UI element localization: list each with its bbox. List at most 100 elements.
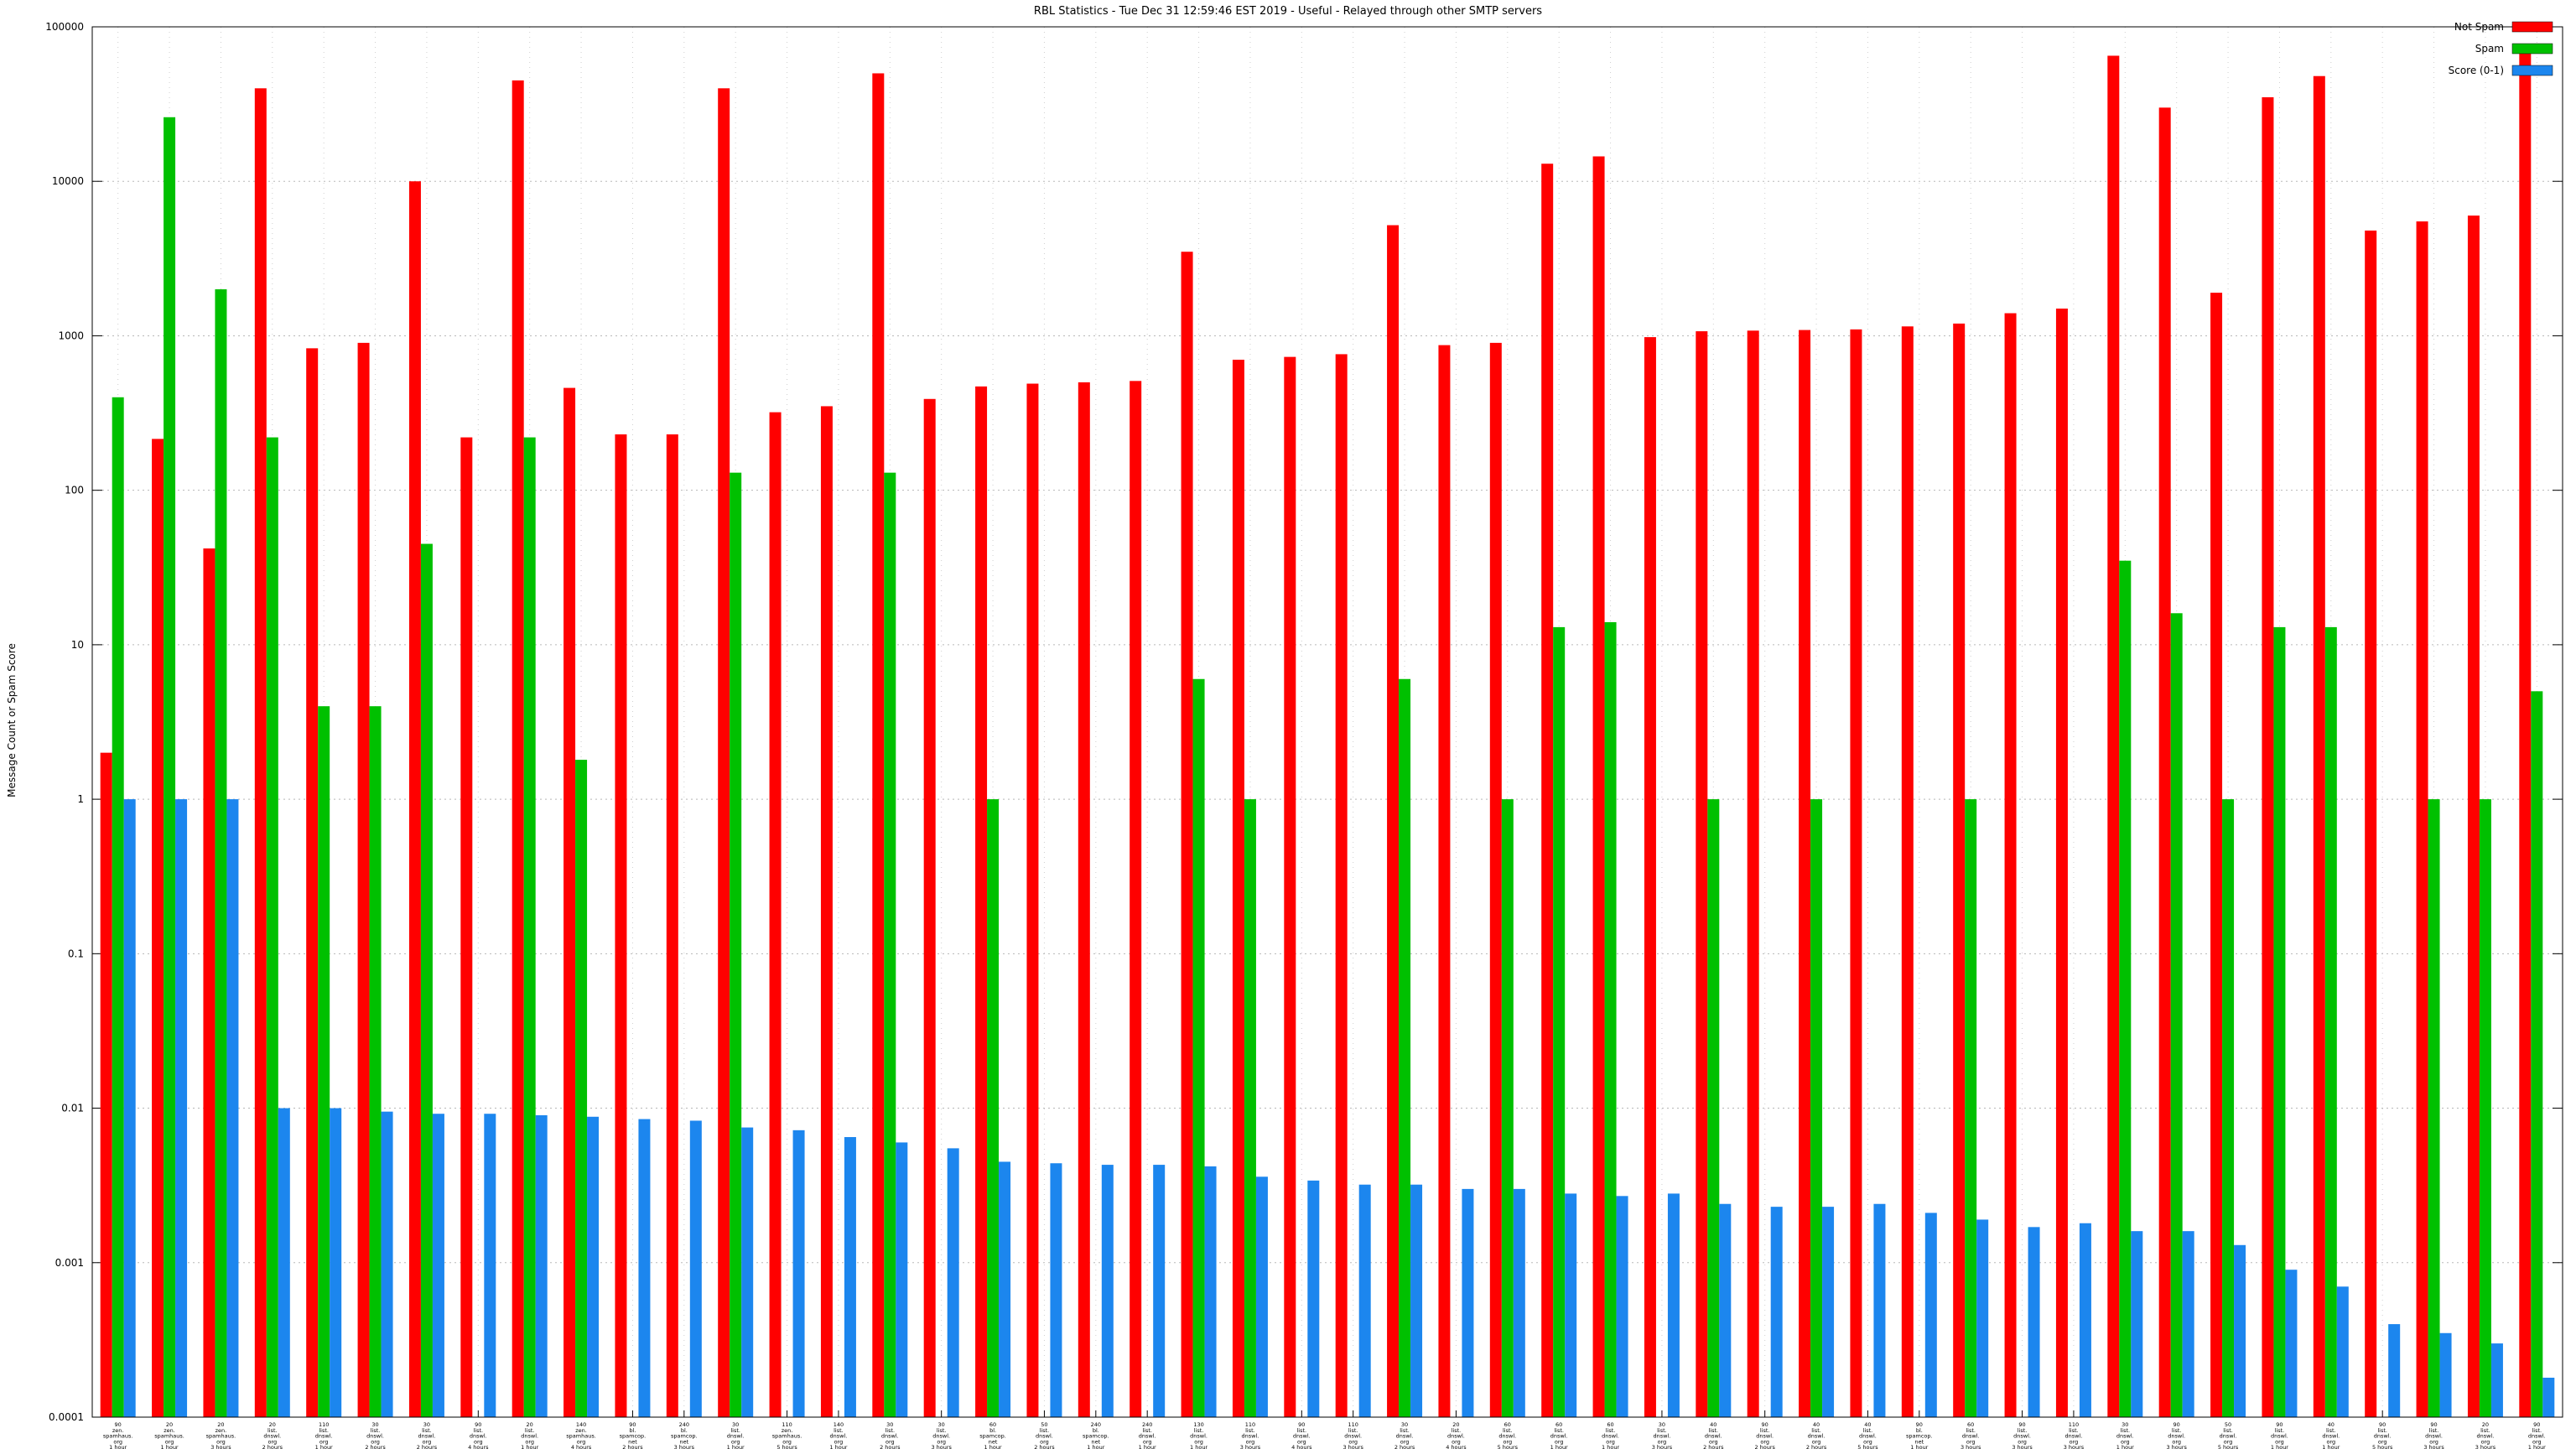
x-tick-label-line: 2 hours	[1394, 1444, 1415, 1449]
bar-spam	[575, 760, 588, 1417]
x-tick-label-line: 30	[938, 1421, 945, 1428]
bar-score	[2182, 1231, 2194, 1417]
legend-swatch	[2511, 21, 2553, 33]
x-tick-label-line: org	[2429, 1438, 2438, 1445]
x-tick-label-line: 90	[115, 1421, 122, 1428]
x-tick-label-line: zen.	[782, 1427, 793, 1434]
x-tick-label-line: 110	[319, 1421, 329, 1428]
bar-score	[2542, 1377, 2555, 1417]
x-tick-label-line: org	[1966, 1438, 1976, 1445]
x-tick-label-line: org	[2275, 1438, 2284, 1445]
bar-not-spam	[1335, 354, 1348, 1417]
bar-score	[1204, 1166, 1217, 1417]
bar-not-spam	[2055, 309, 2068, 1417]
y-tick-label: 0.001	[55, 1257, 84, 1269]
x-tick-label-line: list.	[267, 1427, 278, 1434]
x-tick-label-line: 3 hours	[2166, 1444, 2187, 1449]
x-tick-label-line: 60	[989, 1421, 996, 1428]
bar-score	[1822, 1207, 1835, 1417]
bar-not-spam	[1747, 330, 1759, 1417]
bar-score	[2336, 1286, 2349, 1417]
x-tick-label-line: org	[1040, 1438, 1049, 1445]
x-tick-label-line: 2 hours	[262, 1444, 283, 1449]
x-tick-label-line: org	[1297, 1438, 1306, 1445]
x-tick-label-line: org	[937, 1438, 946, 1445]
bar-score	[1719, 1203, 1732, 1417]
x-tick-label-line: org	[371, 1438, 380, 1445]
x-tick-label-line: list.	[1760, 1427, 1770, 1434]
x-tick-label-line: 30	[2122, 1421, 2128, 1428]
bar-spam	[215, 288, 227, 1417]
bar-score	[278, 1108, 290, 1417]
bar-score	[741, 1127, 754, 1417]
x-tick-label-line: 20	[269, 1421, 276, 1428]
x-tick-label-line: org	[2326, 1438, 2335, 1445]
x-tick-label-line: zen.	[575, 1427, 587, 1434]
x-tick-label-line: 50	[1041, 1421, 1047, 1428]
bar-score	[2131, 1231, 2143, 1417]
legend-label: Not Spam	[2454, 21, 2504, 33]
x-tick-label-line: 240	[679, 1421, 689, 1428]
bar-score	[432, 1114, 444, 1417]
bar-not-spam	[1799, 330, 1811, 1417]
x-tick-label-line: 3 hours	[674, 1444, 695, 1449]
x-tick-label-line: dnswl.	[2477, 1433, 2495, 1440]
bar-spam	[369, 706, 382, 1417]
x-tick-label-line: spamcop.	[671, 1433, 698, 1440]
bar-spam	[266, 437, 278, 1418]
x-tick-label-line: list.	[1245, 1427, 1255, 1434]
x-tick-label-line: spamcop.	[620, 1433, 647, 1440]
bar-not-spam	[769, 412, 782, 1417]
bar-spam	[523, 437, 536, 1418]
chart-title: RBL Statistics - Tue Dec 31 12:59:46 EST…	[1033, 5, 1543, 18]
x-tick-label-line: spamhaus.	[154, 1433, 184, 1440]
x-tick-label-line: list.	[525, 1427, 535, 1434]
x-tick-label-line: 90	[2276, 1421, 2283, 1428]
x-tick-label-line: 40	[2328, 1421, 2334, 1428]
bar-not-spam	[1953, 323, 1966, 1417]
bar-score	[792, 1130, 805, 1417]
x-tick-label-line: 90	[2533, 1421, 2540, 1428]
bar-not-spam	[872, 73, 885, 1417]
x-tick-label-line: 60	[1504, 1421, 1511, 1428]
x-tick-label-line: 40	[1710, 1421, 1716, 1428]
bar-not-spam	[1850, 329, 1862, 1418]
x-tick-label-line: 90	[2379, 1421, 2386, 1428]
x-tick-label-line: list.	[1863, 1427, 1873, 1434]
bar-score	[2285, 1270, 2298, 1417]
x-tick-label-line: org	[2070, 1438, 2079, 1445]
bar-score	[1101, 1165, 1114, 1417]
x-tick-label-line: 1 hour	[1910, 1444, 1928, 1449]
x-tick-label-line: list.	[2172, 1427, 2182, 1434]
x-tick-label-line: list.	[1966, 1427, 1976, 1434]
x-tick-label-line: dnswl.	[418, 1433, 436, 1440]
x-tick-label-line: 5 hours	[776, 1444, 797, 1449]
x-tick-label-line: 3 hours	[2423, 1444, 2444, 1449]
x-tick-label-line: spamhaus.	[566, 1433, 596, 1440]
x-tick-label-line: dnswl.	[1293, 1433, 1311, 1440]
x-tick-label-line: bl.	[1916, 1427, 1923, 1434]
bar-score	[1050, 1163, 1062, 1417]
x-tick-label-line: dnswl.	[2013, 1433, 2031, 1440]
y-tick-label: 100	[65, 485, 84, 496]
x-tick-label-line: 40	[1864, 1421, 1871, 1428]
y-tick-label: 10000	[52, 175, 84, 187]
x-tick-label-line: 110	[2069, 1421, 2079, 1428]
x-tick-label-line: list.	[834, 1427, 844, 1434]
bar-not-spam	[203, 548, 216, 1417]
x-tick-label-line: list.	[886, 1427, 896, 1434]
bar-not-spam	[923, 398, 936, 1417]
bar-not-spam	[1181, 252, 1193, 1417]
bar-score	[1255, 1176, 1268, 1417]
x-tick-label-line: dnswl.	[1447, 1433, 1465, 1440]
bar-score	[1307, 1180, 1320, 1417]
x-tick-label-line: org	[2532, 1438, 2542, 1445]
bar-spam	[420, 543, 433, 1417]
bar-not-spam	[100, 752, 112, 1417]
x-tick-label-line: 2 hours	[365, 1444, 386, 1449]
x-tick-label-line: dnswl.	[1962, 1433, 1980, 1440]
bar-score	[1924, 1213, 1937, 1417]
x-tick-label-line: 60	[1607, 1421, 1613, 1428]
x-tick-label-line: org	[577, 1438, 586, 1445]
